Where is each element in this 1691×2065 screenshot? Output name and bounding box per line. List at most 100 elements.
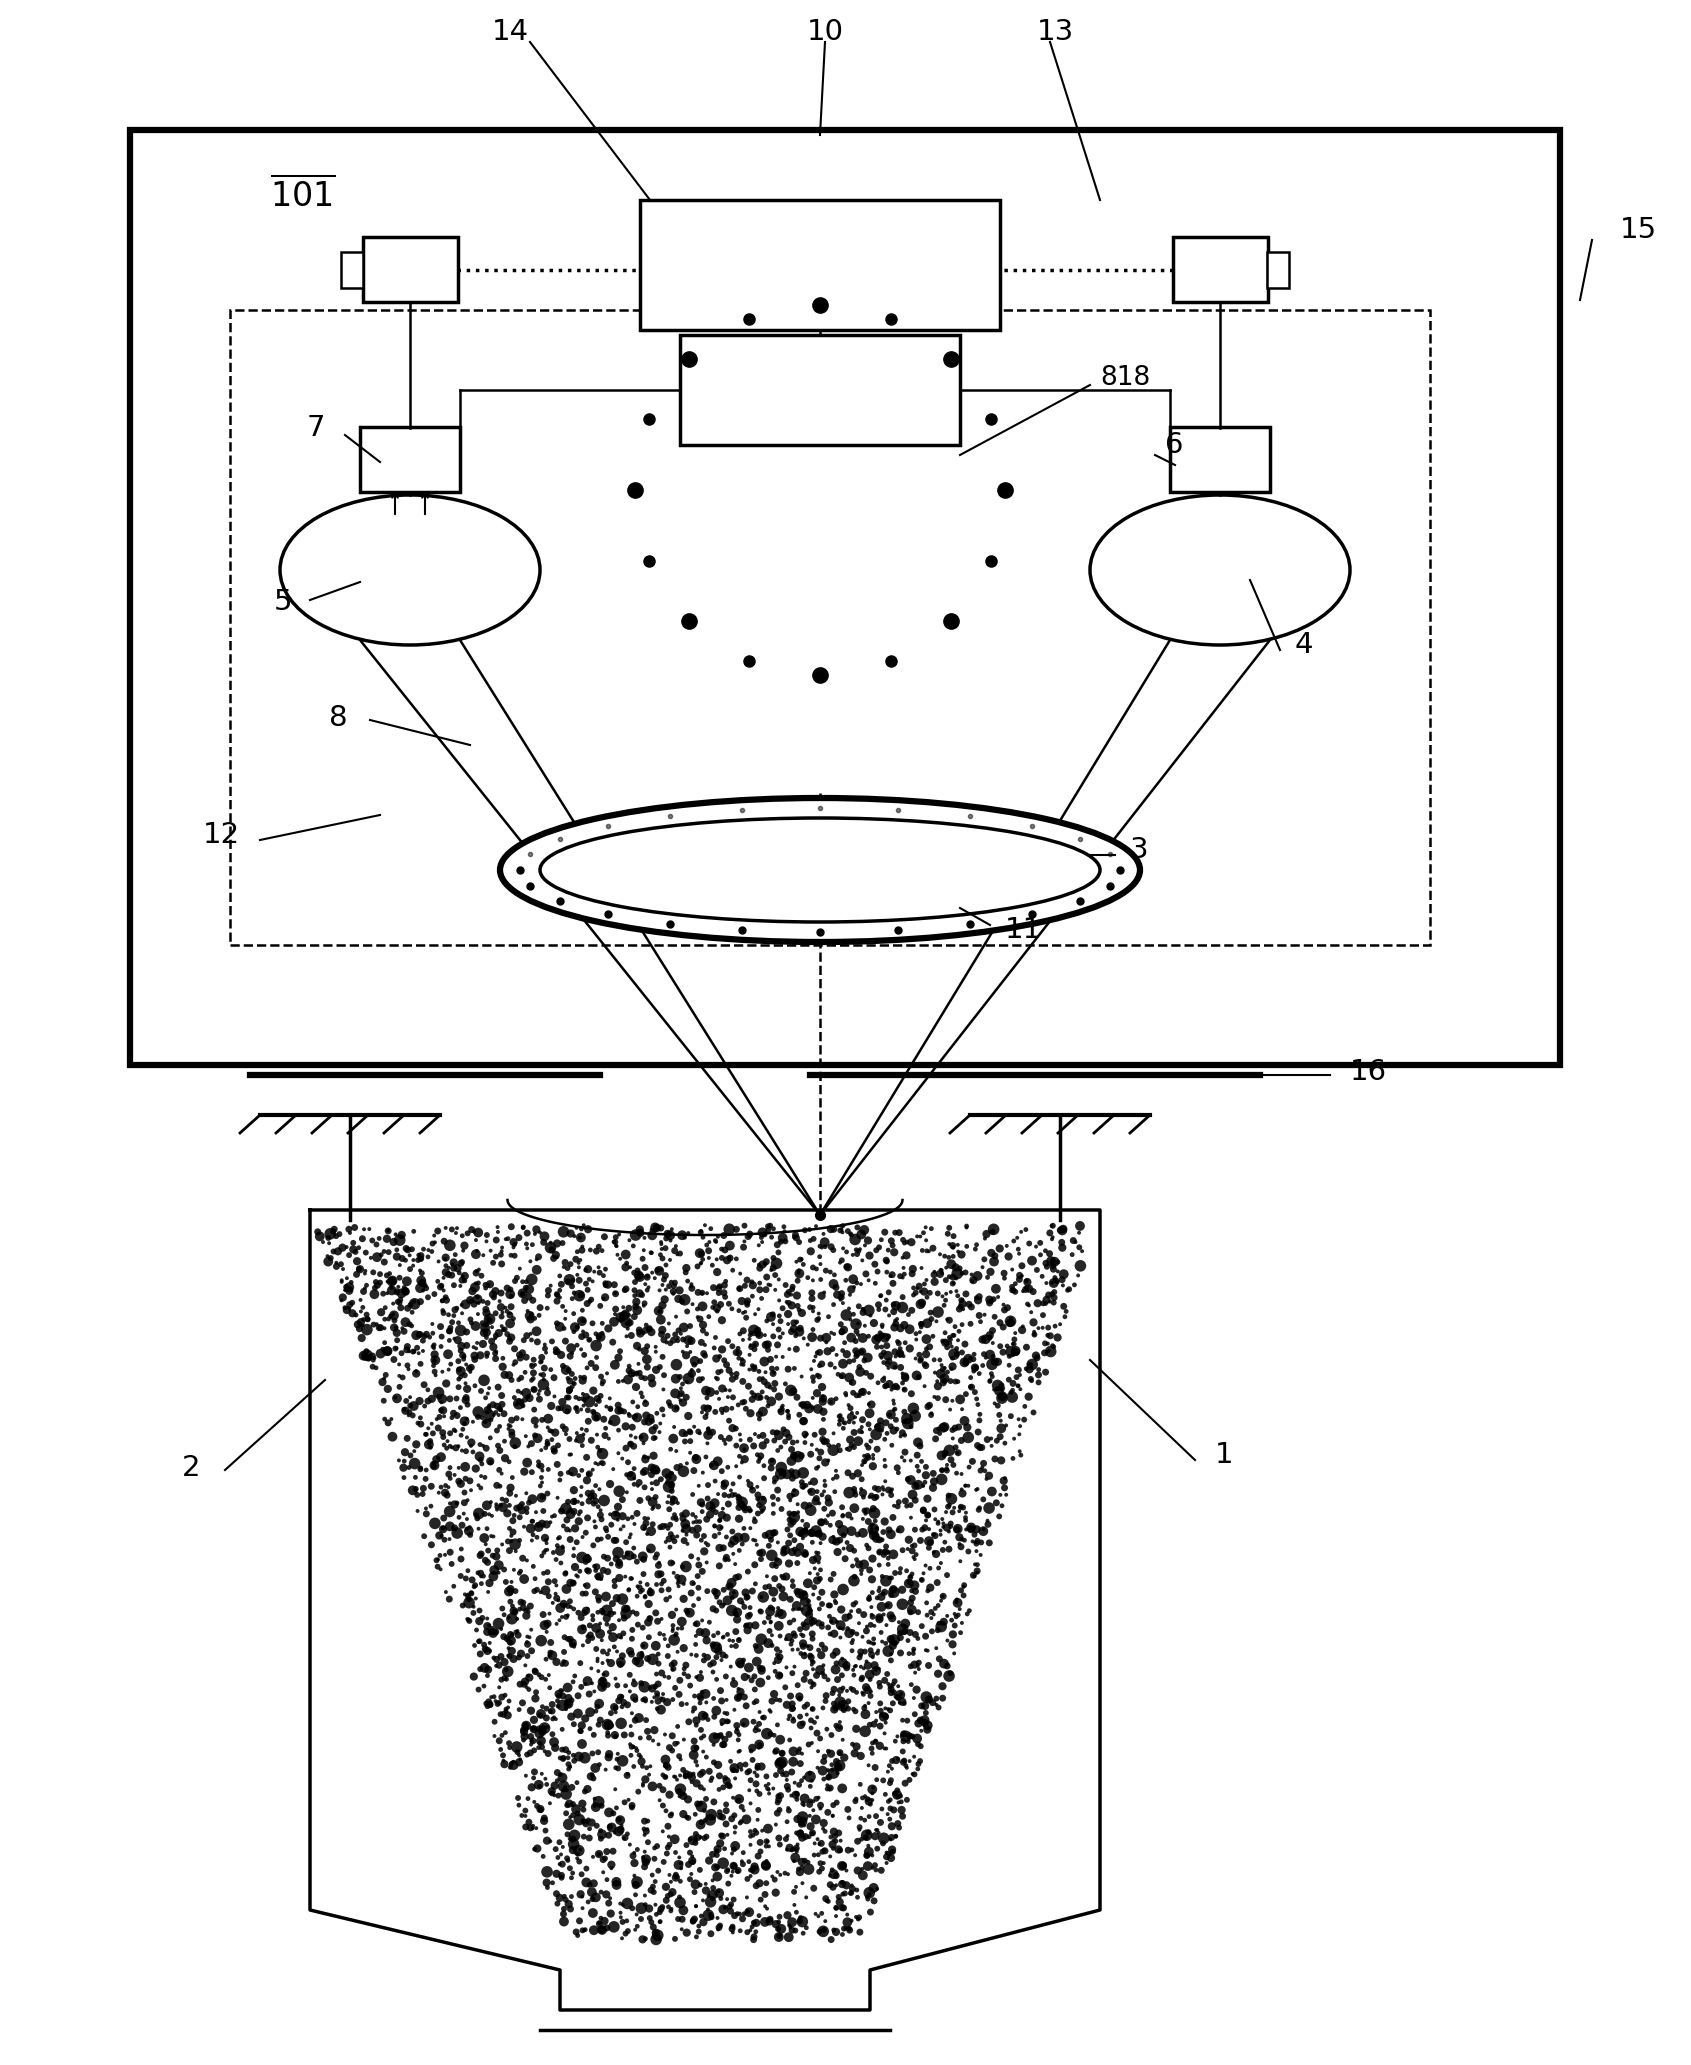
Point bbox=[810, 1423, 837, 1456]
Point bbox=[839, 1625, 866, 1658]
Point bbox=[614, 1307, 641, 1340]
Point bbox=[632, 1268, 659, 1301]
Point bbox=[881, 1792, 908, 1825]
Point bbox=[568, 1220, 595, 1253]
Point bbox=[888, 1574, 915, 1607]
Point bbox=[656, 1243, 683, 1276]
Point bbox=[796, 1557, 824, 1590]
Point bbox=[638, 1315, 665, 1348]
Point bbox=[413, 1419, 440, 1452]
Point bbox=[785, 1547, 812, 1580]
Point bbox=[930, 1367, 957, 1400]
Point bbox=[785, 1803, 812, 1836]
Point bbox=[370, 1311, 397, 1344]
Point bbox=[688, 1790, 715, 1823]
Point bbox=[560, 1799, 587, 1832]
Point bbox=[379, 1264, 406, 1297]
Point bbox=[668, 1377, 695, 1410]
Point bbox=[555, 1681, 582, 1714]
Point bbox=[744, 1483, 771, 1516]
Point bbox=[820, 1212, 847, 1245]
Point bbox=[430, 1297, 457, 1330]
Point bbox=[517, 1633, 545, 1666]
Point bbox=[862, 1481, 889, 1514]
Text: 11: 11 bbox=[1004, 917, 1042, 944]
Point bbox=[666, 1237, 693, 1270]
Point bbox=[543, 1646, 570, 1679]
Point bbox=[575, 1264, 602, 1297]
Point bbox=[856, 1582, 883, 1615]
Point bbox=[688, 1214, 715, 1247]
Point bbox=[649, 1268, 676, 1301]
Point bbox=[511, 1720, 538, 1753]
Point bbox=[905, 1425, 932, 1458]
Point bbox=[778, 1906, 805, 1939]
Point bbox=[703, 1834, 731, 1867]
Point bbox=[687, 1363, 714, 1396]
Point bbox=[636, 1311, 663, 1344]
Point bbox=[570, 1792, 597, 1825]
Point bbox=[999, 1274, 1026, 1307]
Point bbox=[864, 1633, 891, 1666]
Point bbox=[776, 1286, 803, 1320]
Point bbox=[829, 1850, 856, 1883]
Point bbox=[857, 1516, 884, 1549]
Point bbox=[690, 1392, 717, 1425]
Point bbox=[536, 1415, 563, 1448]
Point bbox=[391, 1435, 418, 1468]
Point bbox=[627, 1565, 654, 1598]
Point bbox=[707, 1881, 734, 1914]
Point bbox=[489, 1247, 516, 1280]
Point bbox=[470, 1239, 497, 1272]
Point bbox=[631, 1813, 658, 1846]
Point bbox=[560, 1532, 587, 1565]
Point bbox=[389, 1311, 416, 1344]
Point bbox=[681, 1825, 709, 1858]
Point bbox=[556, 1892, 583, 1925]
Point bbox=[379, 1270, 406, 1303]
Point bbox=[715, 1623, 742, 1656]
Point bbox=[851, 1446, 878, 1479]
Point bbox=[453, 1388, 480, 1421]
Point bbox=[790, 1786, 817, 1819]
Point bbox=[746, 1867, 773, 1900]
Point bbox=[445, 1344, 472, 1377]
Point bbox=[653, 1456, 680, 1489]
Point bbox=[463, 1280, 490, 1313]
Point bbox=[470, 1627, 497, 1660]
Point bbox=[829, 1315, 856, 1348]
Point bbox=[746, 1421, 773, 1454]
Point bbox=[668, 1284, 695, 1317]
Point bbox=[800, 1295, 827, 1328]
Point bbox=[763, 1417, 790, 1450]
Point bbox=[862, 1520, 889, 1553]
Point bbox=[685, 1512, 712, 1545]
Point bbox=[856, 1295, 883, 1328]
Point bbox=[901, 1528, 928, 1561]
Point bbox=[631, 1406, 658, 1439]
Point bbox=[710, 1621, 737, 1654]
Point bbox=[800, 1794, 827, 1828]
Point bbox=[626, 1332, 653, 1365]
Point bbox=[546, 1825, 573, 1858]
Point bbox=[780, 1735, 807, 1768]
Point bbox=[445, 1251, 472, 1284]
Point bbox=[546, 1260, 573, 1293]
Point bbox=[732, 1803, 759, 1836]
Point bbox=[857, 1627, 884, 1660]
Point bbox=[808, 1852, 835, 1885]
Point bbox=[889, 1801, 917, 1834]
Point bbox=[602, 1662, 629, 1695]
Point bbox=[827, 1282, 854, 1315]
Point bbox=[920, 1258, 947, 1291]
Point bbox=[908, 1307, 935, 1340]
Point bbox=[942, 1431, 969, 1464]
Point bbox=[749, 1491, 776, 1524]
Point bbox=[556, 1801, 583, 1834]
Point bbox=[572, 1384, 599, 1417]
Point bbox=[641, 1439, 668, 1472]
Point bbox=[895, 1724, 922, 1757]
Point bbox=[703, 1640, 731, 1673]
Point bbox=[1067, 1249, 1094, 1282]
Point bbox=[889, 1404, 917, 1437]
